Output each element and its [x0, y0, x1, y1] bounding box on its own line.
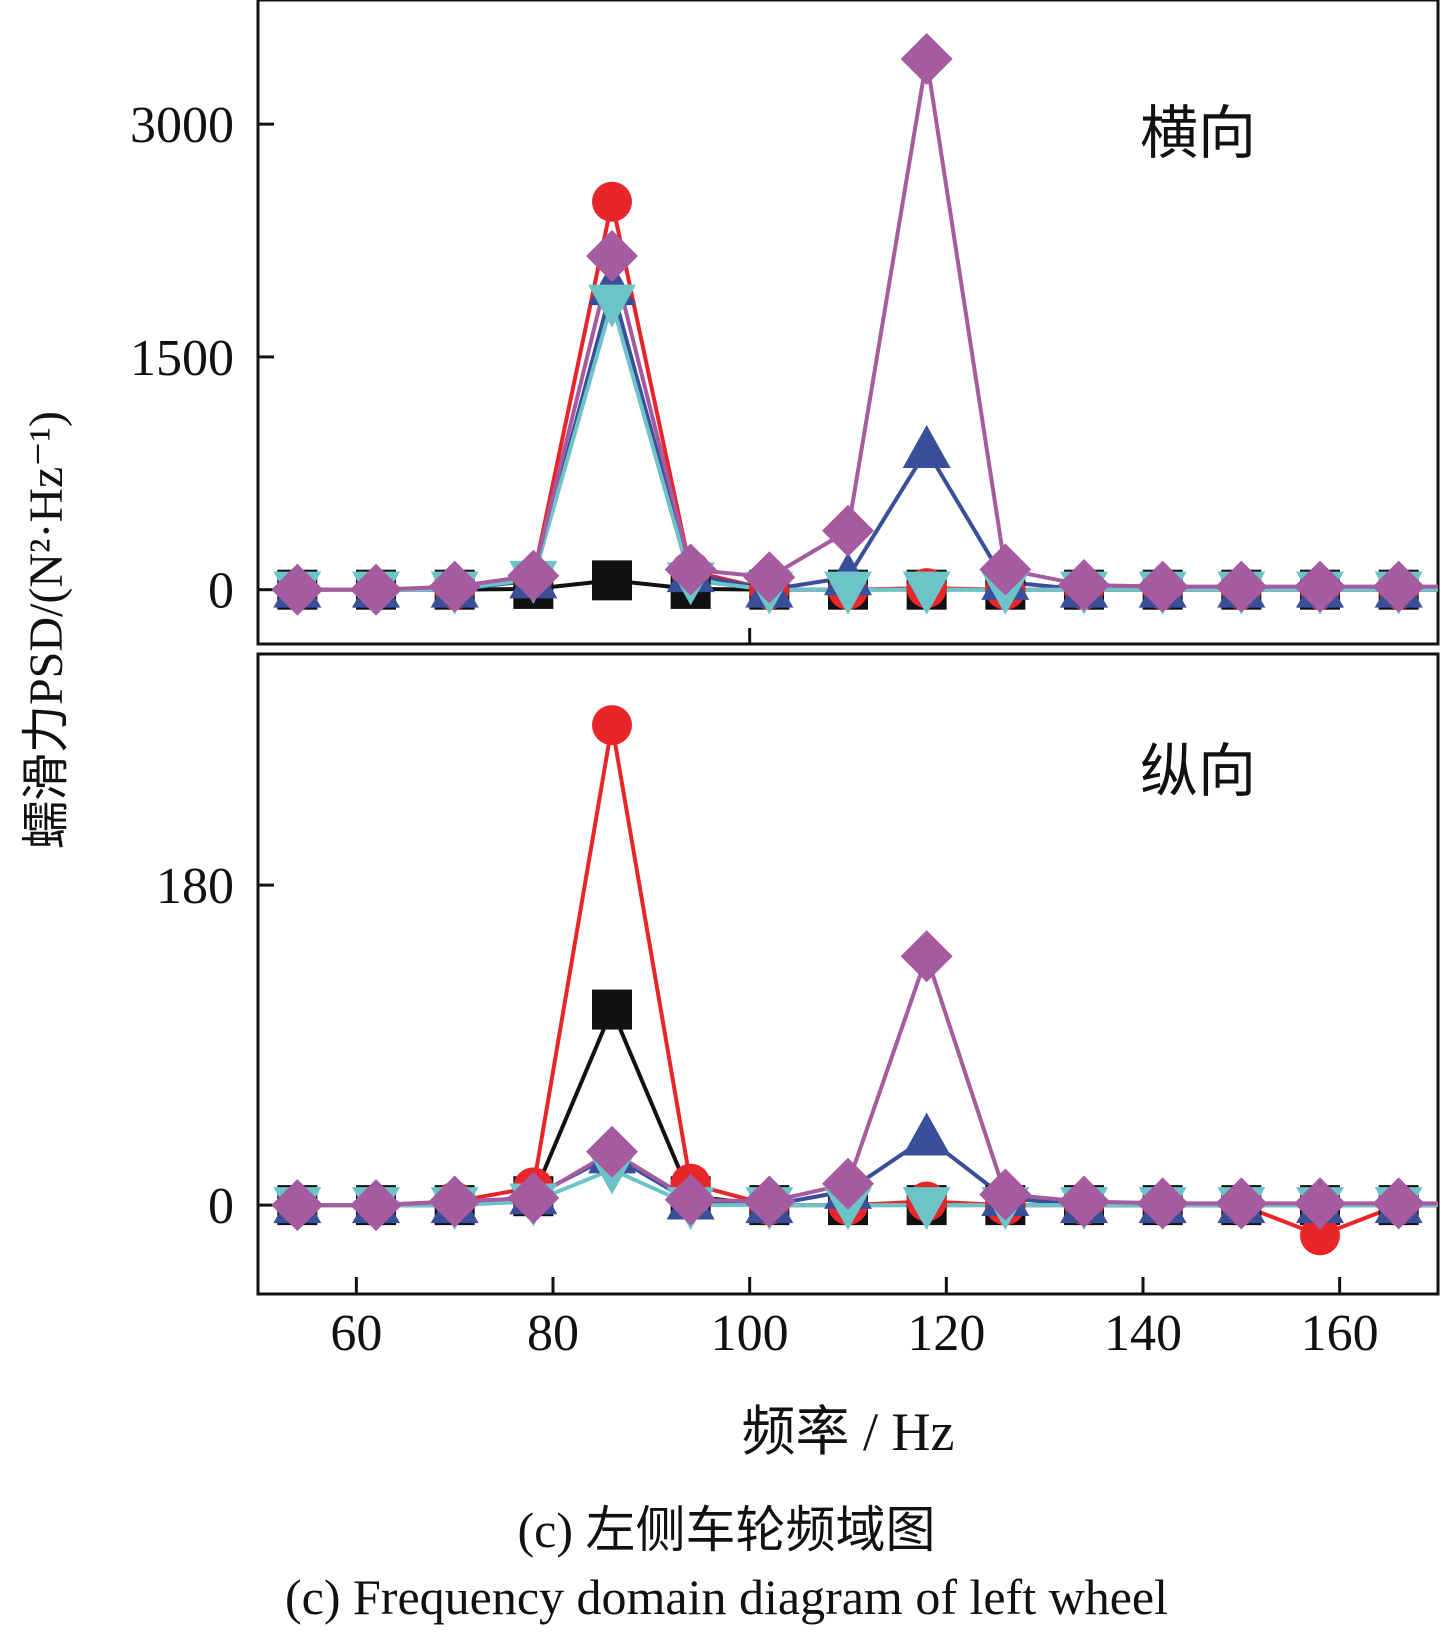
panel-top: 0 1500 3000 横向 [130, 0, 1440, 646]
panel-top-frame [256, 0, 1440, 646]
top-series-2-point-8 [902, 425, 951, 469]
x-tick-label-4: 140 [1104, 1305, 1182, 1362]
top-series-4-point-0 [271, 563, 324, 616]
bottom-series-4-point-2 [428, 1175, 481, 1228]
top-series-4-point-1 [350, 563, 402, 616]
top-series-4-point-12 [1215, 560, 1268, 613]
top-series-3-line [297, 300, 1438, 592]
panel-bottom-frame [256, 652, 1440, 1296]
bottom-series-2-point-8 [902, 1112, 951, 1156]
x-tick-label-3: 120 [907, 1305, 985, 1362]
bottom-series-4-point-13 [1294, 1177, 1346, 1230]
top-series-2-line [297, 285, 1438, 592]
top-series-4-point-9 [979, 543, 1032, 596]
top-y-tick-label-2: 3000 [130, 97, 234, 154]
caption-english: (c) Frequency domain diagram of left whe… [285, 1569, 1168, 1625]
x-tick-label-0: 60 [330, 1305, 382, 1362]
top-series-4-point-13 [1294, 560, 1346, 613]
top-series-4-point-6 [743, 551, 796, 604]
top-series-4-point-14 [1372, 560, 1425, 613]
bottom-series-4-point-0 [271, 1179, 324, 1232]
x-tick-label-1: 80 [527, 1305, 579, 1362]
top-series-3-point-8 [902, 571, 951, 615]
top-series-4-point-8 [900, 32, 953, 85]
top-series-4-point-4 [586, 230, 638, 283]
bottom-series-4-point-11 [1136, 1177, 1189, 1230]
panel-bottom-label: 纵向 [1140, 739, 1256, 804]
panel-bottom-y-ticks: 0 180 [156, 858, 274, 1235]
caption-chinese: (c) 左侧车轮频域图 [517, 1502, 936, 1558]
top-series-4-point-5 [664, 543, 717, 596]
top-y-tick-label-1: 1500 [130, 330, 234, 387]
top-series-4-line [297, 56, 1438, 592]
top-series-0-point-4 [592, 560, 632, 601]
panel-bottom: 0 180 60 80 100 120 140 160 纵向 [156, 628, 1440, 1362]
bottom-series-4-point-3 [507, 1172, 560, 1224]
bottom-series-4-point-9 [979, 1168, 1032, 1221]
x-axis-ticks: 60 80 100 120 140 160 [330, 628, 1379, 1362]
bottom-series-4-point-1 [350, 1179, 402, 1232]
top-series-4-point-11 [1136, 560, 1189, 613]
top-series-4-point-3 [507, 549, 560, 602]
bottom-series-4-point-8 [900, 930, 953, 983]
x-tick-label-5: 160 [1301, 1305, 1379, 1362]
bottom-y-tick-label-0: 0 [208, 1178, 234, 1235]
top-series-4-point-7 [822, 504, 874, 557]
bottom-series-4-point-4 [586, 1125, 638, 1178]
panel-top-label: 横向 [1140, 101, 1256, 166]
bottom-series-4-point-6 [743, 1175, 796, 1228]
bottom-series-1-point-4 [592, 705, 632, 746]
top-series-4-point-2 [428, 560, 481, 613]
panel-top-y-ticks: 0 1500 3000 [130, 97, 274, 620]
top-series-3-point-7 [824, 571, 872, 615]
panel-top-series [271, 32, 1438, 616]
bottom-series-4-point-14 [1372, 1177, 1425, 1230]
panel-bottom-series [271, 705, 1438, 1256]
bottom-series-4-point-7 [822, 1157, 874, 1210]
x-tick-label-2: 100 [711, 1305, 789, 1362]
bottom-series-3-point-8 [902, 1187, 951, 1231]
bottom-series-1-line [297, 723, 1438, 1238]
top-series-4-point-10 [1058, 559, 1110, 612]
bottom-series-4-point-12 [1215, 1177, 1268, 1230]
top-series-3-point-4 [588, 284, 636, 328]
bottom-series-0-point-4 [592, 989, 632, 1030]
y-axis-label-wrap: 蠕滑力PSD/(N²·Hz⁻¹) [6, 290, 76, 970]
bottom-series-4-point-5 [664, 1173, 717, 1226]
y-axis-label: 蠕滑力PSD/(N²·Hz⁻¹) [20, 410, 74, 850]
bottom-series-1-point-13 [1300, 1215, 1340, 1256]
x-axis-label: 频率 / Hz [742, 1402, 955, 1462]
bottom-y-tick-label-1: 180 [156, 858, 234, 915]
bottom-series-4-point-10 [1058, 1175, 1110, 1228]
top-series-1-point-4 [592, 181, 632, 222]
bottom-series-4-line [297, 954, 1438, 1208]
top-y-tick-label-0: 0 [208, 563, 234, 620]
